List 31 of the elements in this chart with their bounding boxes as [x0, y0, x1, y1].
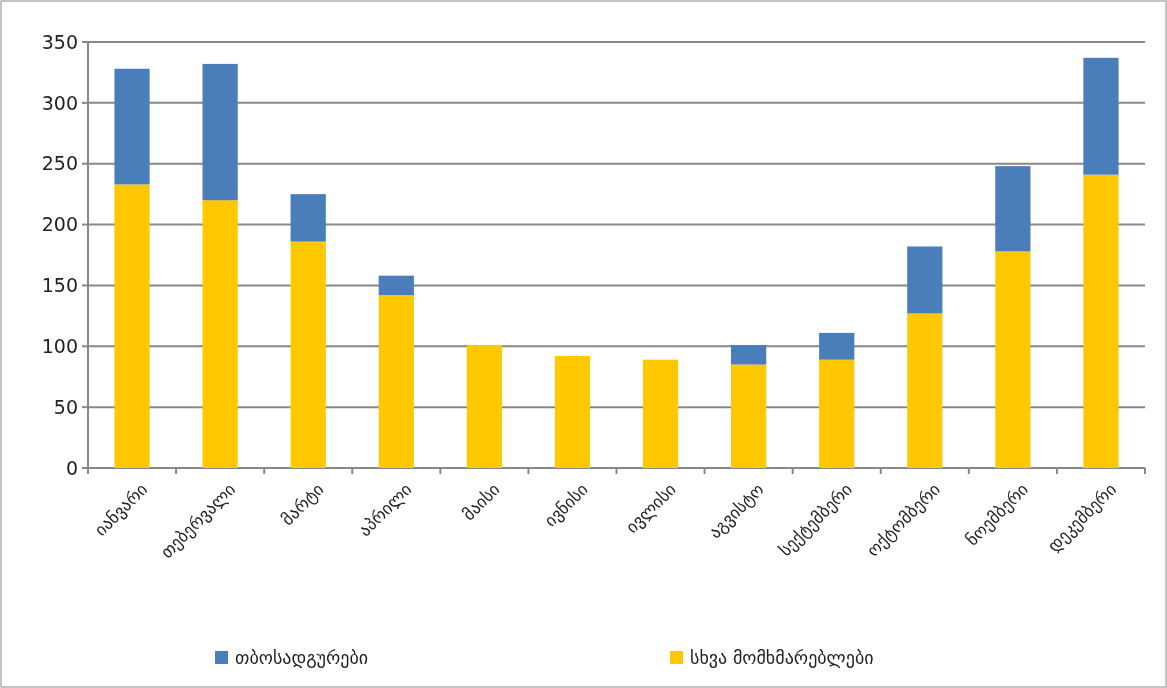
bar: [819, 359, 855, 468]
y-tick-label: 150: [41, 274, 78, 297]
bar: [378, 275, 414, 296]
y-tick-label: 100: [41, 334, 78, 357]
bar: [554, 356, 591, 468]
bar: [378, 295, 414, 468]
bar: [290, 241, 326, 468]
y-tick-label: 0: [65, 456, 78, 479]
bar: [202, 63, 238, 201]
legend-label: სხვა მომხმარებლები: [690, 647, 874, 669]
y-tick-label: 300: [41, 91, 78, 114]
bar: [114, 68, 150, 185]
bar: [202, 200, 238, 468]
bar: [731, 364, 767, 468]
bar: [466, 345, 502, 468]
y-tick-label: 200: [41, 213, 78, 236]
bar: [907, 313, 943, 468]
y-tick-label: 50: [53, 395, 78, 418]
bar: [907, 246, 943, 314]
bar: [731, 345, 767, 365]
bar: [1083, 174, 1119, 468]
bar: [114, 184, 150, 468]
bar: [290, 194, 326, 242]
bar: [995, 166, 1031, 252]
bar: [995, 251, 1031, 468]
legend-label: თბოსადგურები: [235, 647, 369, 669]
bar: [819, 332, 855, 360]
bar: [1083, 57, 1119, 175]
y-tick-label: 350: [41, 30, 78, 53]
y-tick-label: 250: [41, 152, 78, 175]
bar: [642, 359, 679, 468]
